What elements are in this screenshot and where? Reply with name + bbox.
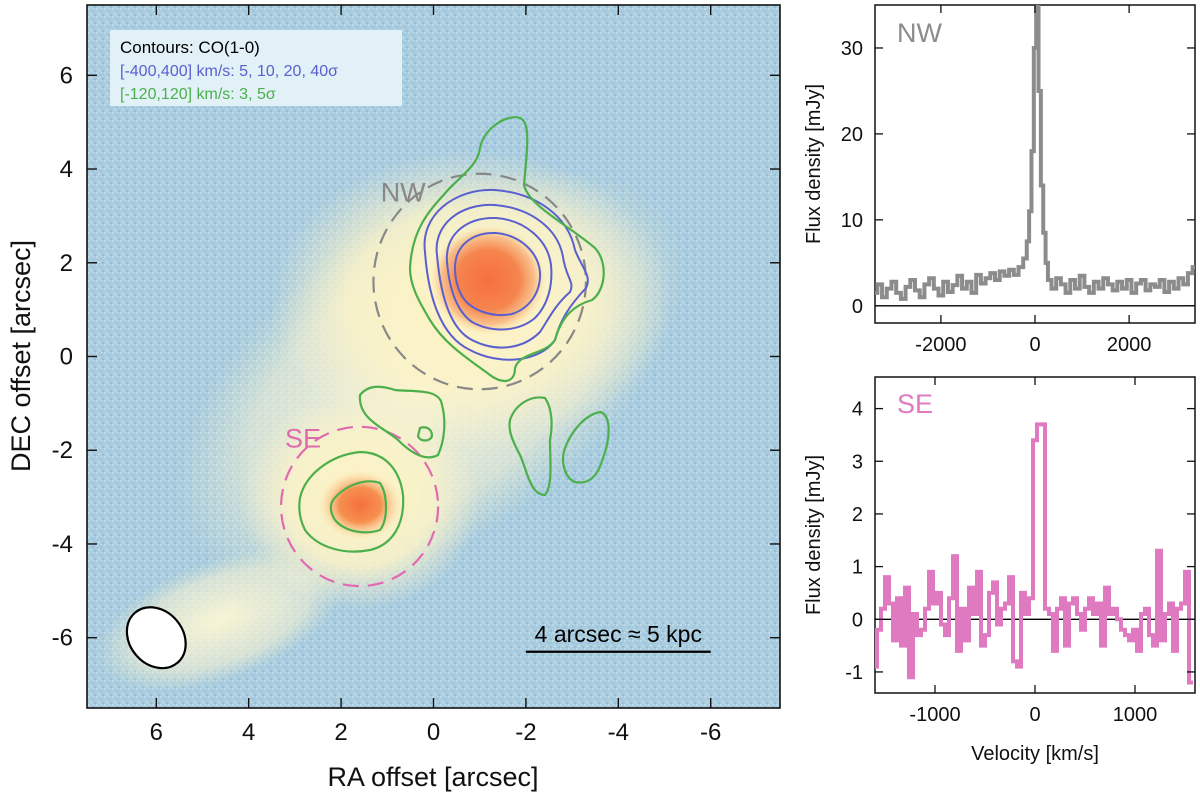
green-contours: [298, 116, 610, 553]
xtick-label: 0: [1029, 704, 1040, 726]
spectrum-line-nw: [875, 5, 1195, 301]
legend-line-green: [-120,120] km/s: 3, 5σ: [120, 86, 276, 103]
ytick-label: -1: [845, 662, 863, 684]
se-xlabel: Velocity [km/s]: [971, 743, 1099, 765]
map-image: NW SE: [87, 5, 780, 708]
ytick-label: 20: [841, 124, 863, 146]
nw-title: NW: [897, 18, 942, 48]
region-circle-nw: [372, 172, 588, 391]
ytick-label: 0: [852, 609, 863, 631]
map-ticks: 6 4 2 0 -2 -4 -6 6 4 2 0 -2 -4 -6: [52, 5, 780, 746]
map-xtick-label: 0: [427, 719, 440, 746]
ytick-label: 0: [852, 296, 863, 318]
xtick-label: 1000: [1113, 704, 1158, 726]
map-xtick-label: 6: [150, 719, 163, 746]
ytick-label: 1: [852, 557, 863, 579]
nw-ylabel: Flux density [mJy]: [803, 84, 825, 244]
xtick-label: 0: [1029, 334, 1040, 356]
xtick-label: -2000: [915, 334, 966, 356]
map-xtick-label: -6: [700, 719, 721, 746]
map-xtick-label: 4: [242, 719, 255, 746]
scale-bar-label: 4 arcsec ≈ 5 kpc: [535, 621, 702, 647]
region-circle-se: [279, 425, 440, 588]
se-ticks: -1000 0 1000 -1 0 1 2 3 4: [845, 377, 1195, 726]
nw-plot: [875, 5, 1195, 307]
ytick-label: 3: [852, 451, 863, 473]
contour-legend: Contours: CO(1-0) [-400,400] km/s: 5, 10…: [110, 30, 402, 106]
xtick-label: 2000: [1107, 334, 1152, 356]
beam-ellipse: [125, 606, 187, 670]
map-xlabel: RA offset [arcsec]: [327, 762, 538, 792]
legend-line-blue: [-400,400] km/s: 5, 10, 20, 40σ: [120, 63, 338, 80]
blue-contours: [423, 188, 589, 361]
map-ytick-label: -2: [52, 437, 73, 464]
legend-title: Contours: CO(1-0): [120, 38, 260, 57]
map-ylabel: DEC offset [arcsec]: [6, 240, 36, 472]
nw-ticks: -2000 0 2000 0 10 20 30: [841, 5, 1195, 356]
map-xtick-label: -2: [515, 719, 536, 746]
map-ytick-label: -6: [52, 625, 73, 652]
se-plot: [875, 422, 1195, 685]
map-ytick-label: 4: [60, 156, 73, 183]
ytick-label: 30: [841, 38, 863, 60]
map-ytick-label: 6: [60, 62, 73, 89]
region-label-nw: NW: [381, 178, 426, 208]
map-ytick-label: -4: [52, 531, 73, 558]
map-ytick-label: 0: [60, 344, 73, 371]
map-xtick-label: -4: [608, 719, 629, 746]
ytick-label: 2: [852, 504, 863, 526]
xtick-label: -1000: [909, 704, 960, 726]
ytick-label: 10: [841, 210, 863, 232]
se-title: SE: [897, 389, 933, 419]
map-ytick-label: 2: [60, 250, 73, 277]
nw-spectrum-panel: -2000 0 2000 0 10 20 30 NW Flux density [mJy]: [803, 4, 1196, 356]
spectrum-line-se: [875, 422, 1193, 685]
map-xtick-label: 2: [334, 719, 347, 746]
region-label-se: SE: [285, 424, 321, 454]
se-ylabel: Flux density [mJy]: [803, 455, 825, 615]
scale-bar: 4 arcsec ≈ 5 kpc: [525, 621, 711, 653]
ytick-label: 4: [852, 399, 863, 421]
